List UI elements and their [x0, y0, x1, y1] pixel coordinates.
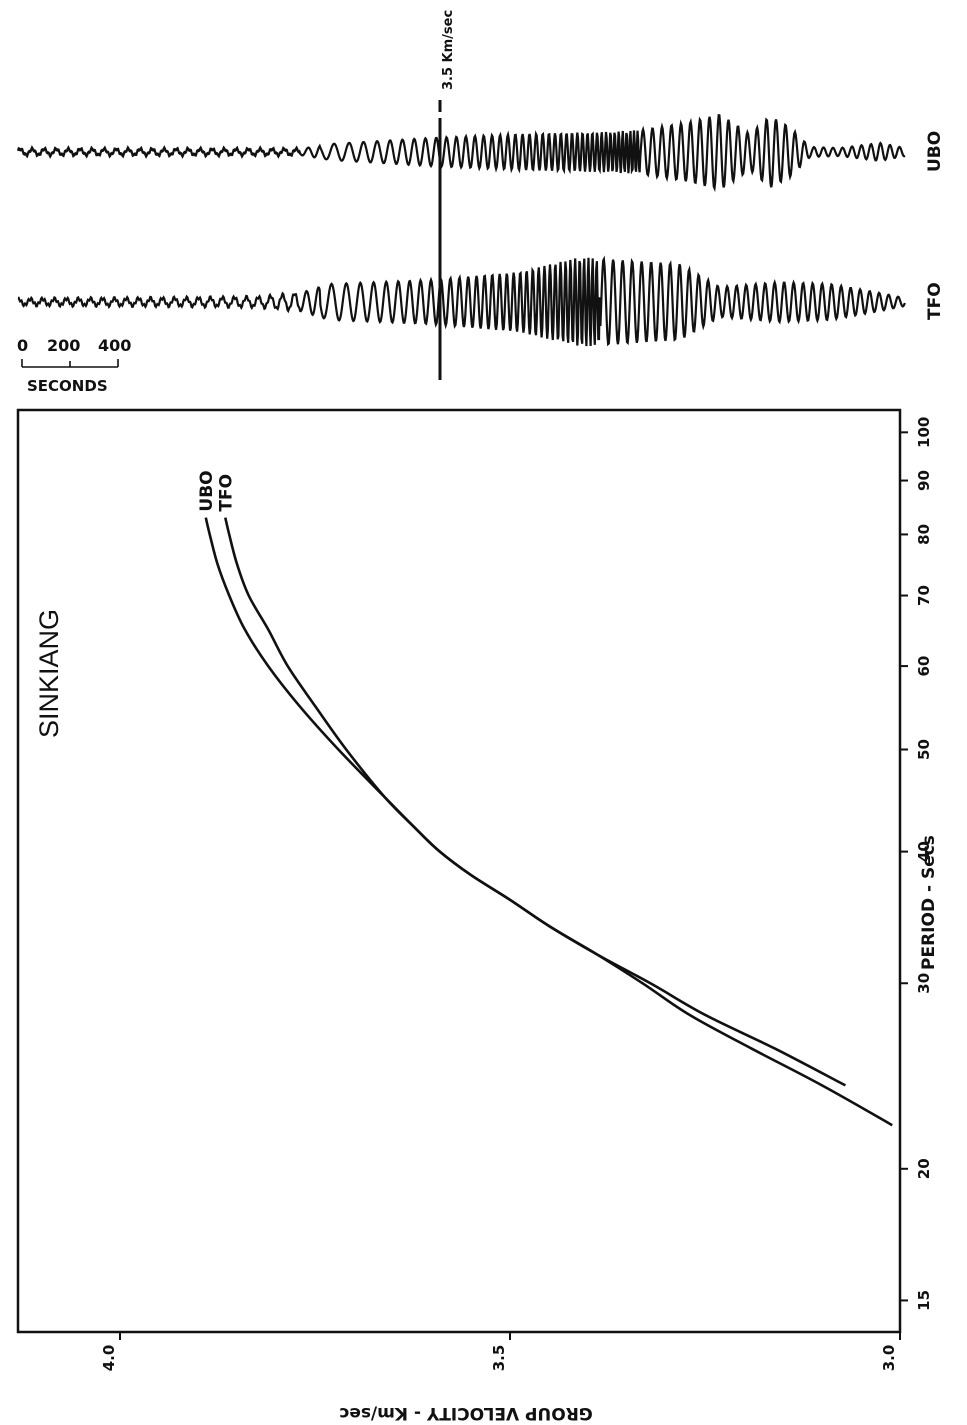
seismogram-trace-tfo — [17, 255, 906, 347]
x-tick-label-80: 80 — [915, 524, 933, 545]
trace-label-tfo: TFO — [925, 282, 945, 320]
y-tick-label-3.5: 3.5 — [490, 1345, 508, 1372]
x-tick-label-30: 30 — [915, 973, 933, 994]
y-axis-label: GROUP VELOCITY - Km/sec — [339, 1403, 593, 1423]
y-axis: 3.0 3.5 4.0 — [100, 1332, 901, 1372]
plot-frame — [16, 408, 902, 1334]
seismogram-panel: 3.5 Km/sec UBO TFO 0 200 400 SECONDS — [16, 10, 945, 395]
scale-tick-label-400: 400 — [98, 336, 131, 355]
x-axis: 15 20 30 40 50 60 70 80 90 100 — [900, 417, 933, 1311]
x-tick-label-40: 40 — [915, 841, 933, 862]
x-tick-label-15: 15 — [915, 1290, 933, 1311]
x-tick-label-50: 50 — [915, 739, 933, 760]
trace-label-ubo: UBO — [925, 131, 945, 172]
series-line-tfo — [224, 517, 847, 1087]
series-line-ubo — [204, 517, 893, 1127]
x-tick-label-70: 70 — [915, 585, 933, 606]
velocity-marker-label: 3.5 Km/sec — [441, 10, 456, 90]
seismogram-trace-ubo — [16, 113, 906, 193]
x-tick-label-90: 90 — [915, 470, 933, 491]
x-axis-label: PERIOD - Secs — [919, 835, 939, 970]
x-tick-label-60: 60 — [915, 656, 933, 677]
series-label-tfo: TFO — [216, 474, 236, 512]
chart-title: SINKIANG — [34, 609, 64, 738]
x-tick-label-100: 100 — [915, 417, 933, 448]
scale-unit-label: SECONDS — [27, 377, 108, 395]
y-tick-label-4.0: 4.0 — [100, 1345, 118, 1372]
dispersion-chart: SINKIANG 15 20 30 40 50 60 70 80 90 100 3.0 3.5 4.0… — [16, 408, 939, 1423]
time-scale-bar: 0 200 400 SECONDS — [17, 336, 131, 395]
x-tick-label-20: 20 — [915, 1158, 933, 1179]
y-tick-label-3.0: 3.0 — [880, 1345, 898, 1372]
scale-tick-label-0: 0 — [17, 336, 28, 355]
series-label-ubo: UBO — [197, 470, 217, 511]
scale-tick-label-200: 200 — [47, 336, 80, 355]
